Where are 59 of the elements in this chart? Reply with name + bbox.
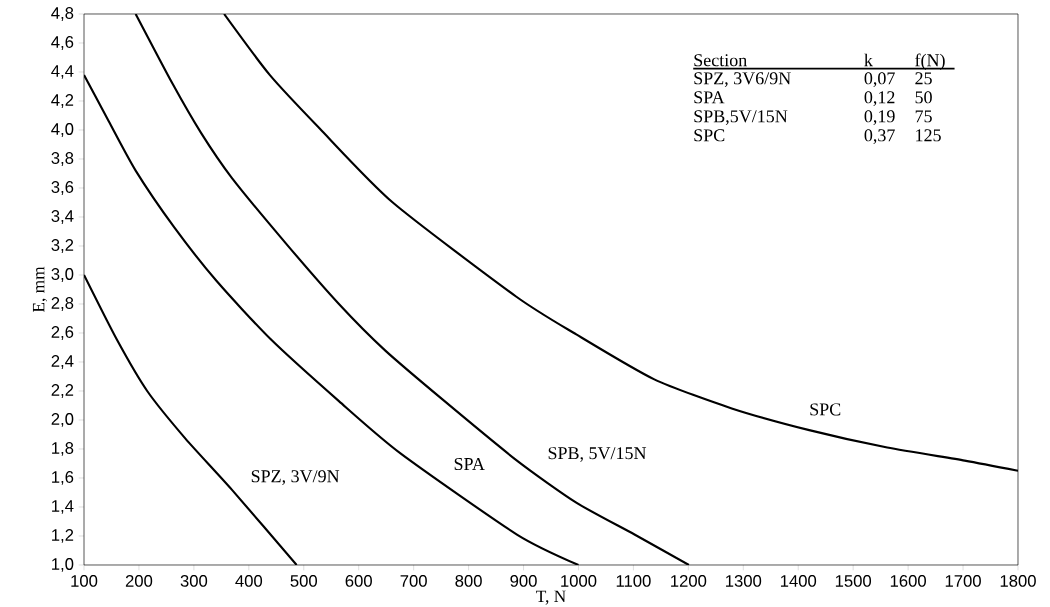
x-tick-label: 1300 (726, 575, 762, 587)
series-label: SPA (454, 457, 485, 471)
x-tick-label: 1000 (561, 575, 597, 587)
y-tick-label: 2,6 (51, 326, 74, 340)
annotation: 0,19 (864, 110, 895, 125)
y-tick-label: 2,0 (51, 413, 74, 427)
x-tick-label: 1800 (1000, 575, 1036, 587)
x-tick-label: 700 (400, 575, 427, 587)
series-label: SPZ, 3V/9N (251, 470, 340, 485)
y-axis-title: E, mm (32, 266, 47, 313)
x-tick-label: 900 (510, 575, 537, 587)
y-tick-label: 2,2 (51, 384, 74, 398)
annotation: 50 (915, 91, 932, 104)
annotation: SPA (694, 91, 725, 104)
annotation: f(N) (915, 53, 945, 70)
annotation: 25 (915, 72, 932, 85)
y-tick-label: 4,4 (51, 65, 74, 79)
y-tick-label: 2,8 (51, 297, 74, 311)
series-label: SPB, 5V/15N (548, 447, 647, 462)
y-tick-label: 3,0 (51, 268, 74, 282)
y-tick-label: 1,6 (52, 471, 74, 485)
x-tick-label: 800 (455, 575, 482, 587)
x-tick-label: 300 (180, 575, 208, 587)
series-label: SPC (810, 403, 841, 416)
x-tick-label: 400 (235, 575, 263, 587)
annotation: 125 (916, 129, 941, 142)
y-tick-label: 1,0 (52, 558, 74, 572)
y-tick-label: 2,4 (51, 355, 74, 369)
y-tick-label: 3,2 (51, 239, 74, 253)
x-tick-label: 200 (125, 575, 153, 587)
y-tick-label: 1,8 (52, 442, 74, 456)
annotation: k (864, 53, 873, 67)
x-tick-label: 1700 (945, 575, 981, 587)
y-tick-label: 4,6 (51, 36, 74, 50)
y-tick-label: 3,6 (51, 181, 74, 195)
annotation: SPC (694, 129, 725, 142)
annotation: 75 (915, 110, 932, 123)
y-tick-label: 4,2 (51, 94, 74, 108)
y-tick-label: 3,4 (51, 210, 74, 224)
y-tick-label: 1,2 (52, 529, 74, 543)
y-tick-label: 4,8 (51, 7, 74, 21)
y-tick-label: 4,0 (51, 123, 74, 137)
x-tick-label: 1400 (780, 575, 817, 587)
x-axis-title: T, N (536, 590, 566, 605)
annotation: 0,12 (864, 91, 895, 106)
annotation: 0,37 (864, 129, 895, 144)
x-tick-label: 1600 (890, 575, 926, 587)
annotation: SPZ, 3V6/9N (694, 72, 791, 87)
y-tick-label: 3,8 (51, 152, 74, 166)
x-tick-label: 100 (71, 575, 98, 587)
x-tick-label: 1500 (835, 575, 872, 587)
x-tick-label: 500 (290, 575, 318, 587)
y-tick-label: 1,4 (52, 500, 74, 514)
annotation: 0,07 (864, 72, 895, 87)
x-tick-label: 600 (345, 575, 372, 587)
annotation: Section (694, 54, 747, 67)
x-tick-label: 1200 (671, 575, 707, 587)
annotation: SPB,5V/15N (694, 110, 788, 125)
x-tick-label: 1100 (616, 575, 651, 587)
